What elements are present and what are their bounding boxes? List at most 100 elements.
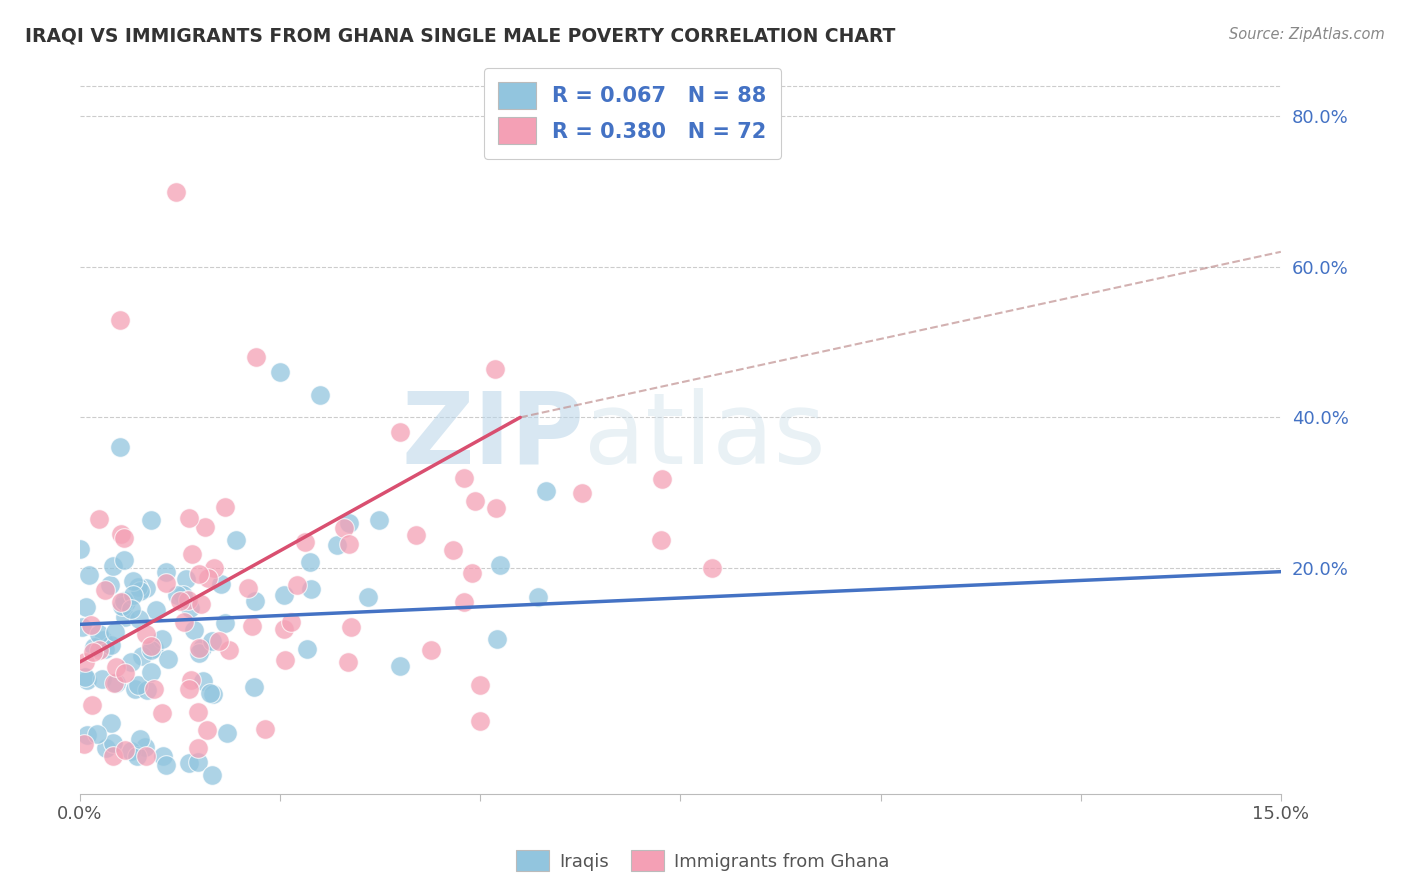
Point	[215, 726, 238, 740]
Point	[98, 578, 121, 592]
Point	[470, 677, 492, 691]
Point	[177, 681, 200, 696]
Point	[76, 728, 98, 742]
Point	[209, 577, 232, 591]
Point	[83, 640, 105, 655]
Point	[299, 555, 322, 569]
Point	[139, 513, 162, 527]
Point	[165, 185, 187, 199]
Point	[253, 723, 276, 737]
Point	[111, 599, 134, 613]
Point	[700, 561, 723, 575]
Point	[240, 618, 263, 632]
Point	[470, 714, 492, 728]
Point	[214, 615, 236, 630]
Point	[108, 441, 131, 455]
Point	[181, 547, 204, 561]
Point	[121, 574, 143, 588]
Point	[187, 646, 209, 660]
Point	[326, 538, 349, 552]
Point	[86, 727, 108, 741]
Point	[218, 643, 240, 657]
Point	[169, 594, 191, 608]
Point	[112, 553, 135, 567]
Point	[180, 673, 202, 688]
Point	[129, 583, 152, 598]
Point	[225, 533, 247, 547]
Point	[115, 595, 138, 609]
Point	[177, 592, 200, 607]
Point	[337, 516, 360, 531]
Point	[155, 757, 177, 772]
Point	[309, 388, 332, 402]
Point	[100, 638, 122, 652]
Point	[332, 521, 354, 535]
Point	[87, 627, 110, 641]
Point	[274, 653, 297, 667]
Point	[187, 755, 209, 769]
Point	[150, 706, 173, 721]
Point	[94, 583, 117, 598]
Point	[527, 590, 550, 604]
Point	[72, 620, 94, 634]
Point	[143, 640, 166, 655]
Point	[101, 736, 124, 750]
Point	[143, 681, 166, 696]
Point	[405, 527, 427, 541]
Point	[166, 588, 188, 602]
Point	[207, 634, 229, 648]
Point	[127, 678, 149, 692]
Point	[90, 672, 112, 686]
Point	[173, 615, 195, 630]
Point	[150, 632, 173, 646]
Point	[294, 535, 316, 549]
Point	[139, 665, 162, 680]
Point	[174, 572, 197, 586]
Point	[571, 486, 593, 500]
Point	[389, 658, 412, 673]
Point	[188, 566, 211, 581]
Point	[195, 723, 218, 737]
Point	[243, 593, 266, 607]
Point	[100, 716, 122, 731]
Point	[76, 673, 98, 687]
Point	[114, 743, 136, 757]
Point	[87, 643, 110, 657]
Point	[269, 365, 291, 379]
Point	[197, 571, 219, 585]
Point	[73, 655, 96, 669]
Point	[453, 470, 475, 484]
Point	[73, 737, 96, 751]
Point	[273, 588, 295, 602]
Point	[82, 698, 104, 713]
Text: atlas: atlas	[585, 388, 825, 484]
Point	[485, 500, 508, 515]
Point	[69, 542, 91, 557]
Point	[453, 595, 475, 609]
Point	[101, 749, 124, 764]
Point	[125, 748, 148, 763]
Point	[187, 640, 209, 655]
Point	[128, 612, 150, 626]
Point	[367, 513, 389, 527]
Point	[650, 533, 672, 548]
Point	[243, 680, 266, 694]
Point	[186, 740, 208, 755]
Point	[172, 588, 194, 602]
Point	[191, 640, 214, 655]
Point	[420, 643, 443, 657]
Point	[155, 576, 177, 591]
Point	[135, 627, 157, 641]
Point	[461, 566, 484, 580]
Point	[285, 578, 308, 592]
Point	[114, 665, 136, 680]
Point	[198, 685, 221, 699]
Point	[105, 675, 128, 690]
Point	[101, 558, 124, 573]
Point	[112, 531, 135, 545]
Point	[484, 362, 506, 376]
Point	[202, 561, 225, 575]
Point	[82, 645, 104, 659]
Point	[112, 593, 135, 607]
Point	[193, 674, 215, 689]
